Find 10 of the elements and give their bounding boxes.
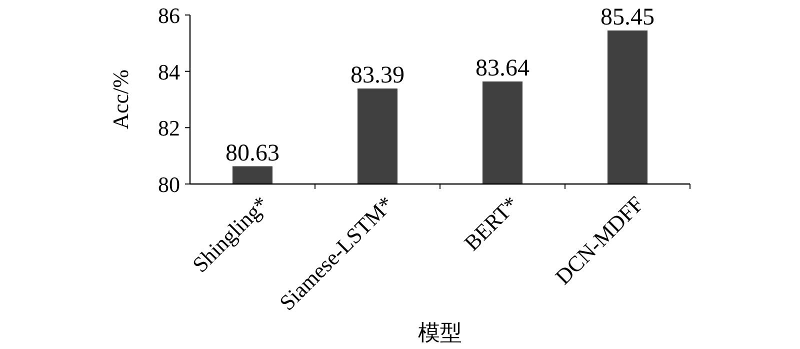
y-tick-label: 84 xyxy=(158,59,180,84)
data-label: 80.63 xyxy=(226,140,280,166)
y-tick-label: 80 xyxy=(158,172,180,197)
data-label: 83.39 xyxy=(350,62,404,89)
x-axis-title: 模型 xyxy=(418,320,462,345)
y-axis-title: Acc/% xyxy=(108,70,133,130)
data-label: 83.64 xyxy=(476,55,530,82)
y-tick-label: 82 xyxy=(158,116,180,141)
y-tick-label: 86 xyxy=(158,3,180,28)
data-label: 85.45 xyxy=(600,4,654,30)
